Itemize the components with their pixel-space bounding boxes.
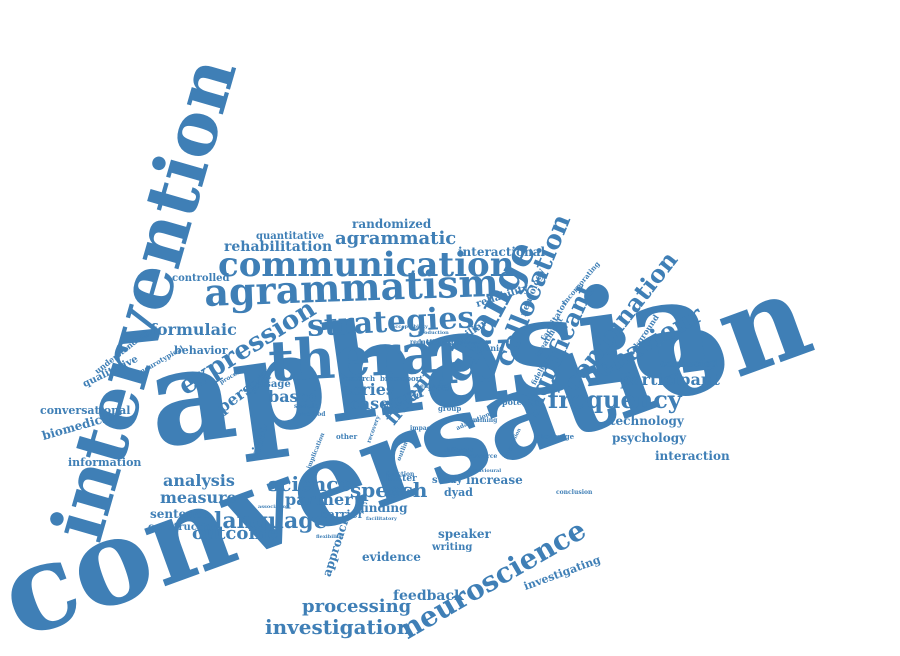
word-broca: broca [380,374,403,383]
word-utterance: utterance [420,337,464,347]
word-conclusion: conclusion [556,489,593,496]
word-information: information [68,456,142,469]
word-construction: construction [148,522,220,533]
word-chronic: chronic [470,343,504,353]
word-enhance: enhance [420,383,449,390]
word-acceptability: acceptability [392,324,428,330]
word-interaction: interaction [655,449,730,463]
word-research: research [341,374,376,383]
word-feedback: feedback [393,588,464,604]
word-different: different [444,447,474,454]
word-usage: usage [258,379,291,390]
word-group: group [438,404,462,413]
word-analysis: analysis [163,471,235,490]
word-psychology: psychology [612,431,687,445]
word-function: function [386,471,415,478]
word-training: training [470,417,498,424]
word-study: study [432,475,463,486]
word-result: result [384,487,411,497]
word-barrier: barrier [320,508,364,521]
word-impact: impact [410,425,434,432]
word-speech: speech [350,478,428,502]
word-communication: communication [218,245,515,285]
word-reduction: reduction [410,339,443,346]
word-measure: measure [160,488,237,507]
word-agrammatic: agrammatic [335,228,457,249]
word-evaluation: evaluation [460,340,490,346]
word-challenge: challenge [536,432,575,441]
word-flexibility: flexibility [316,534,343,540]
word-technology: technology [610,414,684,428]
word-production: production [418,330,449,336]
word-randomized: randomized [352,217,432,231]
word-quantitative: quantitative [256,231,325,242]
word-partner: partner [285,490,353,509]
word-language: language [214,508,328,534]
word-based: based [268,387,320,406]
word-outcome: outcome [192,523,279,544]
word-conversational: conversational [40,404,131,417]
word-processing: processing [302,596,412,617]
word-case: case [350,394,390,413]
word-increase: increase [466,473,523,487]
word-science: science [268,472,352,496]
word-social: social [428,384,451,393]
word-potential: potential [502,397,543,407]
word-behavioural: behavioural [468,468,502,474]
word-speaker: speaker [438,527,491,541]
word-other: other [336,432,358,441]
word-association: association [258,504,290,510]
word-interactional: interactional [458,245,546,259]
word-formulaic: formulaic [150,320,237,339]
word-evidence: evidence [362,550,421,564]
word-writing: writing [432,542,473,553]
word-better: better [386,474,417,484]
word-investigation: investigation [265,615,412,639]
word-participant: participant [620,370,720,389]
word-connected: connected [660,359,718,370]
word-facilitatory: facilitatory [366,516,397,522]
word-behavior: behavior [174,344,228,357]
word-finding: finding [360,501,408,515]
word-report: report [398,374,423,383]
word-sample: sample [294,403,318,410]
word-sentence: sentence [150,507,210,521]
word-rehabilitation: rehabilitation [224,239,333,255]
word-controlled: controlled [172,273,230,284]
word-dyad: dyad [444,486,473,499]
word-method: method [300,411,326,418]
word-frequency: frequency [548,385,682,414]
word-series: series [342,380,395,399]
word-resource: resource [468,453,498,460]
